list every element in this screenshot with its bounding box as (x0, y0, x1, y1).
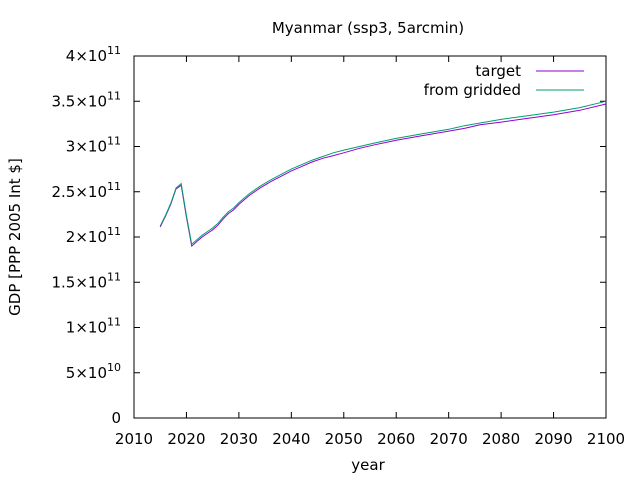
x-axis-title: year (351, 456, 385, 474)
x-tick-label: 2010 (115, 430, 153, 448)
x-tick-label: 2070 (430, 430, 468, 448)
y-axis-title: GDP [PPP 2005 Int $] (6, 158, 24, 316)
plot-frame (133, 55, 607, 419)
series-line-target (159, 103, 607, 248)
legend-label-target: target (475, 62, 521, 80)
y-tick-label: 3×1011 (66, 135, 121, 156)
legend: target from gridded (424, 62, 584, 99)
x-tick-label: 2080 (482, 430, 520, 448)
y-tick-label: 5×1010 (66, 361, 121, 382)
x-tick-label: 2090 (534, 430, 572, 448)
y-tick-label: 2×1011 (66, 225, 121, 246)
y-tick-label: 1×1011 (66, 316, 121, 337)
series-line-from-gridded (159, 100, 607, 246)
x-tick-label: 2020 (167, 430, 205, 448)
chart-title: Myanmar (ssp3, 5arcmin) (272, 19, 464, 37)
x-tick-label: 2030 (220, 430, 258, 448)
y-axis-ticks: 0 5×1010 1×1011 1.5×1011 2×1011 2.5×1011 3×101… (51, 44, 606, 427)
series-lines (159, 100, 607, 248)
x-axis-ticks: 2010 2020 2030 2040 2050 2060 2070 2080 2090 2100 (115, 56, 625, 448)
y-tick-label: 4×1011 (66, 44, 121, 65)
x-tick-label: 2050 (325, 430, 363, 448)
legend-label-from-gridded: from gridded (424, 81, 521, 99)
y-tick-label: 3.5×1011 (51, 89, 121, 110)
x-tick-label: 2040 (272, 430, 310, 448)
y-tick-label: 0 (111, 409, 121, 427)
x-tick-label: 2060 (377, 430, 415, 448)
x-tick-label: 2100 (587, 430, 625, 448)
y-tick-label: 2.5×1011 (51, 180, 121, 201)
y-tick-label: 1.5×1011 (51, 270, 121, 291)
